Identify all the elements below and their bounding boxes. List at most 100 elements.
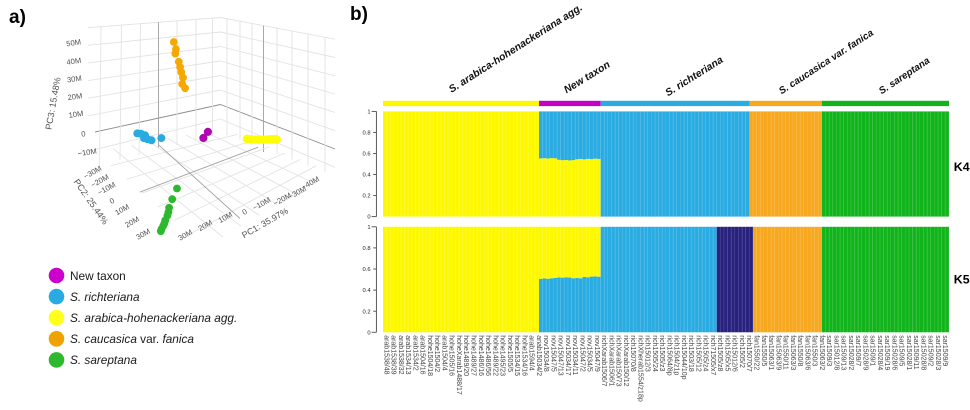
svg-text:rich71505/x7: rich71505/x7 — [709, 335, 716, 375]
svg-text:nov15034/11: nov15034/11 — [571, 335, 578, 375]
svg-text:sar1509/5: sar1509/5 — [898, 335, 905, 366]
svg-text:arab1504/4: arab1504/4 — [441, 335, 448, 371]
svg-text:sar15028/8: sar15028/8 — [919, 335, 926, 370]
svg-text:hoheXarab1488/17: hoheXarab1488/17 — [455, 335, 462, 395]
svg-text:0.8: 0.8 — [363, 246, 371, 252]
svg-text:fan1550/3: fan1550/3 — [811, 335, 818, 366]
svg-text:hohe1489/22: hohe1489/22 — [491, 335, 498, 376]
svg-text:rich15044/10p: rich15044/10p — [680, 335, 687, 379]
svg-text:arab1538/39: arab1538/39 — [390, 335, 397, 374]
svg-text:1: 1 — [367, 110, 370, 116]
svg-text:S. arabica-hohenackeriana agg.: S. arabica-hohenackeriana agg. — [70, 311, 237, 325]
svg-text:New taxon: New taxon — [70, 269, 126, 283]
svg-text:sar1509/9: sar1509/9 — [941, 335, 948, 366]
svg-text:a): a) — [9, 7, 26, 28]
svg-text:rich1505/z8: rich1505/z8 — [716, 335, 723, 371]
svg-text:rich15064/8p: rich15064/8p — [665, 335, 672, 376]
svg-text:hohe1505/16: hohe1505/16 — [448, 335, 455, 376]
svg-text:richXarab150/12: richXarab150/12 — [622, 335, 629, 386]
svg-text:sar15012/8: sar15012/8 — [832, 335, 839, 370]
svg-text:fan1550/5: fan1550/5 — [760, 335, 767, 366]
svg-text:rich1505/2: rich1505/2 — [738, 335, 745, 368]
svg-text:0: 0 — [367, 330, 370, 336]
svg-text:hohe1534/16: hohe1534/16 — [520, 335, 527, 376]
svg-text:0: 0 — [241, 207, 249, 217]
svg-text:fan15063/6: fan15063/6 — [803, 335, 810, 370]
svg-text:arab1504/16: arab1504/16 — [419, 335, 426, 374]
svg-text:sar1509/2: sar1509/2 — [927, 335, 934, 366]
svg-text:arab1534/2: arab1534/2 — [412, 335, 419, 371]
svg-text:fan15063/1: fan15063/1 — [767, 335, 774, 370]
svg-text:fan1550/11: fan1550/11 — [782, 335, 789, 370]
svg-text:hohe1504/18: hohe1504/18 — [426, 335, 433, 376]
svg-text:rich1504/z1p: rich1504/z1p — [673, 335, 680, 375]
svg-text:arab1538/48: arab1538/48 — [382, 335, 389, 374]
svg-text:S. caucasica var. fanica: S. caucasica var. fanica — [70, 332, 194, 346]
svg-text:nov15047/9: nov15047/9 — [593, 335, 600, 372]
svg-text:0.6: 0.6 — [363, 152, 371, 158]
svg-text:fan1550/22: fan1550/22 — [753, 335, 760, 370]
svg-text:rich15012/3: rich15012/3 — [644, 335, 651, 372]
svg-text:0.2: 0.2 — [363, 309, 371, 315]
svg-text:10M: 10M — [68, 109, 84, 120]
svg-text:0.8: 0.8 — [363, 131, 371, 137]
svg-text:fan15063/3: fan15063/3 — [789, 335, 796, 370]
svg-text:0.4: 0.4 — [363, 288, 372, 294]
svg-text:20M: 20M — [67, 91, 83, 102]
svg-text:S. sareptana: S. sareptana — [70, 353, 137, 367]
svg-text:rich1505/24: rich1505/24 — [651, 335, 658, 372]
svg-text:nov15034/5: nov15034/5 — [586, 335, 593, 372]
svg-text:nov15047/2: nov15047/2 — [578, 335, 585, 372]
svg-text:rich15012/6: rich15012/6 — [731, 335, 738, 372]
svg-text:rich15070/7: rich15070/7 — [745, 335, 752, 372]
svg-text:hohe1489/27: hohe1489/27 — [470, 335, 477, 376]
svg-text:S. richteriana: S. richteriana — [70, 290, 140, 304]
svg-text:sar15028/3: sar15028/3 — [934, 335, 941, 370]
svg-text:0: 0 — [367, 215, 370, 221]
svg-text:hohe1486/56: hohe1486/56 — [484, 335, 491, 376]
svg-text:nov15034/17: nov15034/17 — [564, 335, 571, 376]
svg-text:0: 0 — [81, 129, 86, 139]
svg-text:rich1505/z3: rich1505/z3 — [658, 335, 665, 371]
svg-text:40M: 40M — [66, 56, 82, 67]
svg-text:0.4: 0.4 — [363, 173, 372, 179]
svg-text:arab1538/32: arab1538/32 — [397, 335, 404, 374]
svg-text:fan15063/9: fan15063/9 — [774, 335, 781, 370]
svg-text:richXherab1554/z18p: richXherab1554/z18p — [636, 335, 643, 402]
svg-text:fan15063/2: fan15063/2 — [818, 335, 825, 370]
svg-text:0.6: 0.6 — [363, 267, 371, 273]
svg-text:richXarab1506/7: richXarab1506/7 — [600, 335, 607, 386]
svg-text:hohe1495/23: hohe1495/23 — [499, 335, 506, 376]
svg-text:nov15047/5: nov15047/5 — [549, 335, 556, 372]
svg-text:richXarab1506/1: richXarab1506/1 — [607, 335, 614, 386]
svg-text:sar15028/6: sar15028/6 — [890, 335, 897, 370]
svg-text:rich1505/12: rich1505/12 — [695, 335, 702, 372]
svg-text:sar15028/1: sar15028/1 — [905, 335, 912, 370]
svg-text:nov15047/13: nov15047/13 — [557, 335, 564, 376]
svg-text:b): b) — [350, 4, 368, 25]
svg-text:K4: K4 — [954, 160, 970, 174]
svg-text:sar1509/19: sar1509/19 — [883, 335, 890, 370]
svg-text:hohe1504/2: hohe1504/2 — [433, 335, 440, 372]
svg-text:hohe1534/15: hohe1534/15 — [513, 335, 520, 376]
svg-text:arab1534/13: arab1534/13 — [404, 335, 411, 374]
svg-text:hohe1489/20: hohe1489/20 — [462, 335, 469, 376]
svg-text:richXarab150/73: richXarab150/73 — [615, 335, 622, 386]
svg-text:anab15034/2: anab15034/2 — [535, 335, 542, 376]
svg-text:nov15034/8: nov15034/8 — [542, 335, 549, 372]
svg-text:1: 1 — [367, 225, 370, 231]
svg-text:sar15028/4: sar15028/4 — [876, 335, 883, 370]
svg-text:rich1503/18: rich1503/18 — [687, 335, 694, 372]
svg-text:30M: 30M — [66, 74, 82, 85]
svg-text:sar1509/7: sar1509/7 — [854, 335, 861, 366]
svg-text:sar1509/1: sar1509/1 — [869, 335, 876, 366]
svg-text:0: 0 — [108, 196, 116, 206]
svg-text:rich1505/x5: rich1505/x5 — [724, 335, 731, 371]
svg-text:−10M: −10M — [77, 147, 97, 159]
svg-text:50M: 50M — [66, 37, 82, 48]
svg-text:K5: K5 — [954, 273, 970, 287]
svg-text:sar1509/11: sar1509/11 — [912, 335, 919, 370]
svg-text:rich15070/8: rich15070/8 — [629, 335, 636, 372]
svg-text:0.2: 0.2 — [363, 194, 371, 200]
svg-text:fan1550/8: fan1550/8 — [796, 335, 803, 366]
